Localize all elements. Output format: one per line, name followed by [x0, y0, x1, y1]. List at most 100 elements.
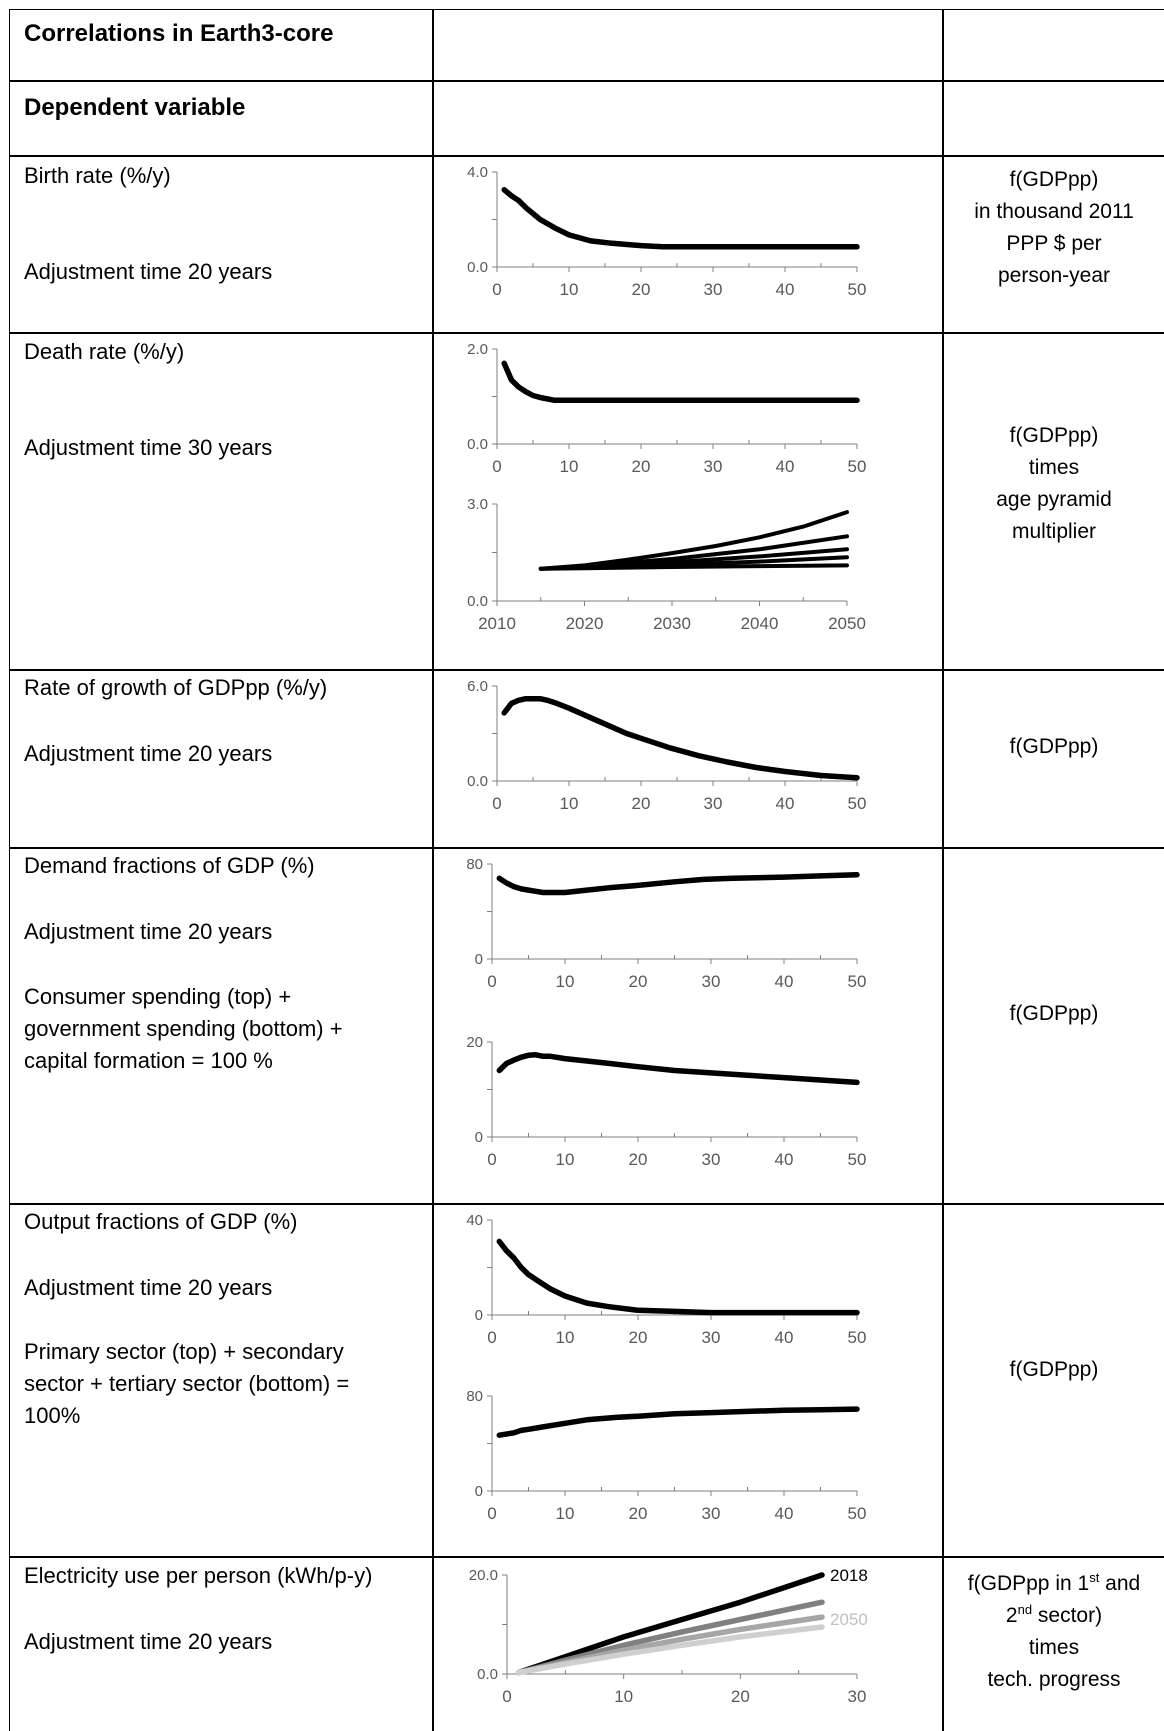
x-tick-label: 0 — [487, 1328, 496, 1347]
x-tick-label: 40 — [775, 972, 794, 991]
x-tick-label: 10 — [556, 1328, 575, 1347]
x-tick-label: 40 — [775, 1150, 794, 1169]
x-tick-label: 0 — [487, 1504, 496, 1523]
x-tick-label: 20 — [629, 972, 648, 991]
x-tick-label: 10 — [560, 457, 579, 476]
y-tick-label: 0 — [475, 1307, 483, 1324]
row-divider — [9, 1203, 1164, 1205]
adjustment-time: Adjustment time 20 years — [24, 1275, 273, 1300]
function-text: sector) — [1032, 1604, 1103, 1627]
x-tick-label: 20 — [632, 794, 651, 813]
series-line — [496, 1052, 860, 1086]
gdp-growth-chart: 0.0 6.0 0 10 20 30 40 50 — [467, 678, 867, 813]
x-tick-label: 30 — [702, 1504, 721, 1523]
y-tick-label: 0.0 — [477, 1666, 498, 1683]
x-tick-label: 30 — [702, 1328, 721, 1347]
tertiary-sector-chart: 0 80 0 10 20 30 40 50 — [466, 1388, 866, 1523]
x-tick-label: 40 — [775, 1328, 794, 1347]
row-label-demand-fractions: Demand fractions of GDP (%) — [24, 853, 315, 878]
function-line: age pyramid — [996, 488, 1112, 511]
x-tick-label: 2010 — [478, 614, 516, 633]
x-tick-label: 2020 — [566, 614, 604, 633]
x-tick-label: 10 — [560, 280, 579, 299]
row-label-birth-rate: Birth rate (%/y) — [24, 163, 171, 188]
x-tick-label: 30 — [702, 1150, 721, 1169]
y-tick-label: 80 — [466, 856, 483, 873]
y-tick-label: 3.0 — [467, 496, 488, 513]
y-tick-label: 20.0 — [469, 1567, 498, 1584]
function-line: person-year — [997, 264, 1111, 287]
x-tick-label: 20 — [629, 1328, 648, 1347]
function-description: f(GDPpp) — [944, 731, 1164, 763]
function-line: f(GDPpp) — [1009, 1358, 1099, 1381]
adjustment-time: Adjustment time 20 years — [24, 741, 273, 766]
series-label: 2018 — [830, 1566, 868, 1585]
adjustment-time: Adjustment time 20 years — [24, 919, 273, 944]
y-tick-label: 20 — [466, 1034, 483, 1051]
function-line: times — [1028, 456, 1080, 479]
row-divider — [9, 1556, 1164, 1558]
column-divider — [432, 9, 434, 1731]
superscript: nd — [1017, 1602, 1033, 1617]
series-line — [538, 563, 849, 571]
x-tick-label: 20 — [731, 1687, 750, 1706]
function-line: times — [1028, 1636, 1080, 1659]
x-tick-label: 50 — [848, 794, 867, 813]
x-tick-label: 10 — [556, 1150, 575, 1169]
x-tick-label: 2040 — [741, 614, 779, 633]
x-tick-label: 0 — [502, 1687, 511, 1706]
series-line — [496, 871, 860, 896]
row-divider — [9, 669, 1164, 671]
x-tick-label: 0 — [487, 1150, 496, 1169]
x-tick-label: 50 — [848, 280, 867, 299]
x-tick-label: 50 — [848, 1150, 867, 1169]
function-description: f(GDPpp) — [944, 1354, 1164, 1386]
x-tick-label: 10 — [556, 972, 575, 991]
y-tick-label: 0.0 — [467, 436, 488, 453]
function-description: f(GDPpp) — [944, 998, 1164, 1030]
death-rate-chart: 0.0 2.0 0 10 20 30 40 50 — [467, 341, 866, 476]
row-note: 100% — [24, 1403, 81, 1428]
x-tick-label: 0 — [487, 972, 496, 991]
function-line: f(GDPpp) — [1009, 424, 1099, 447]
adjustment-time: Adjustment time 20 years — [24, 1629, 273, 1654]
series-line — [501, 187, 860, 250]
series-label: 2050 — [830, 1610, 868, 1629]
x-tick-label: 0 — [492, 794, 501, 813]
function-text: and — [1099, 1572, 1141, 1595]
function-line: multiplier — [1011, 520, 1097, 543]
function-line: f(GDPpp) — [1009, 735, 1099, 758]
row-divider — [9, 80, 1164, 82]
function-line: 2nd sector) — [1005, 1602, 1103, 1627]
x-tick-label: 0 — [492, 457, 501, 476]
x-tick-label: 10 — [614, 1687, 633, 1706]
row-label-gdp-growth: Rate of growth of GDPpp (%/y) — [24, 675, 328, 700]
y-tick-label: 0 — [475, 1129, 483, 1146]
age-pyramid-chart: 0.0 3.0 2010 2020 2030 2040 2050 — [467, 496, 866, 633]
x-tick-label: 2030 — [653, 614, 691, 633]
row-note: government spending (bottom) + — [24, 1016, 343, 1041]
x-tick-label: 50 — [848, 972, 867, 991]
function-line: PPP $ per — [1006, 232, 1102, 255]
series-line — [496, 1238, 860, 1316]
row-note: sector + tertiary sector (bottom) = — [24, 1371, 350, 1396]
x-tick-label: 30 — [848, 1687, 867, 1706]
series-line — [515, 1624, 825, 1676]
y-tick-label: 4.0 — [467, 164, 488, 181]
function-text: f(GDPpp in 1 — [967, 1572, 1090, 1595]
x-tick-label: 40 — [776, 457, 795, 476]
primary-sector-chart: 0 40 0 10 20 30 40 50 — [466, 1212, 866, 1347]
x-tick-label: 30 — [704, 457, 723, 476]
table-title: Correlations in Earth3-core — [24, 20, 334, 47]
row-note: Consumer spending (top) + — [24, 984, 292, 1009]
row-divider — [9, 155, 1164, 157]
function-line: f(GDPpp) — [1009, 168, 1099, 191]
series-line — [501, 695, 860, 781]
x-tick-label: 40 — [775, 1504, 794, 1523]
series-line — [501, 360, 860, 404]
y-tick-label: 6.0 — [467, 678, 488, 695]
column-divider — [942, 9, 944, 1731]
function-line: in thousand 2011 — [974, 200, 1134, 223]
function-line: f(GDPpp) — [1009, 1002, 1099, 1025]
